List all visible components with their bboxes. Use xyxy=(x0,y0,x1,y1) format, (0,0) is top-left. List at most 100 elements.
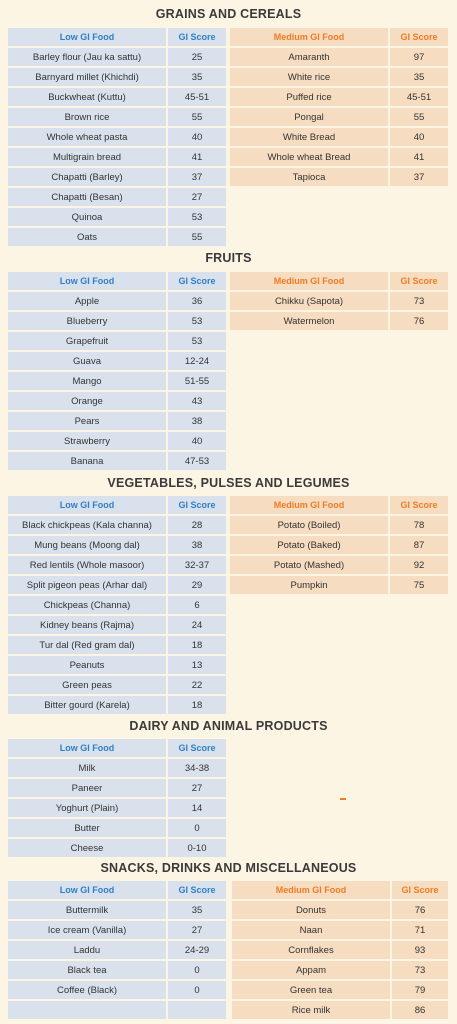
table-header-row: Low GI Food GI Score xyxy=(8,272,226,290)
food-name: Pears xyxy=(8,412,166,430)
fruits-low-gi-table: Low GI Food GI Score Apple 36 Blueberry 53 … xyxy=(8,270,226,472)
food-name: Cornflakes xyxy=(232,941,390,959)
table-row: Guava 12-24 xyxy=(8,352,226,370)
food-name: Quinoa xyxy=(8,208,166,226)
table-row: Milk 34-38 xyxy=(8,759,226,777)
table-row: White Bread 40 xyxy=(230,128,448,146)
table-row: Bitter gourd (Karela) 18 xyxy=(8,696,226,714)
table-row: Paneer 27 xyxy=(8,779,226,797)
column-header-score: GI Score xyxy=(166,496,226,514)
table-row: Amaranth 97 xyxy=(230,48,448,66)
table-row: Potato (Mashed) 92 xyxy=(230,556,448,574)
table-row: Buckwheat (Kuttu) 45-51 xyxy=(8,88,226,106)
gi-score: 34-38 xyxy=(166,759,226,777)
food-name xyxy=(8,1001,166,1019)
food-name: Black tea xyxy=(8,961,166,979)
food-name: Potato (Mashed) xyxy=(230,556,388,574)
gi-score: 12-24 xyxy=(166,352,226,370)
column-header-food: Low GI Food xyxy=(8,28,166,46)
gi-score: 18 xyxy=(166,696,226,714)
section-title-grains: GRAINS AND CEREALS xyxy=(155,7,302,21)
food-name: White Bread xyxy=(230,128,388,146)
food-name: Multigrain bread xyxy=(8,148,166,166)
gi-score: 55 xyxy=(166,228,226,246)
food-name: Blueberry xyxy=(8,312,166,330)
food-name: Potato (Baked) xyxy=(230,536,388,554)
gi-score: 53 xyxy=(166,332,226,350)
food-name: Barnyard millet (Khichdi) xyxy=(8,68,166,86)
table-row: Pears 38 xyxy=(8,412,226,430)
column-header-score: GI Score xyxy=(390,881,448,899)
food-name: Potato (Boiled) xyxy=(230,516,388,534)
table-row: Barley flour (Jau ka sattu) 25 xyxy=(8,48,226,66)
snacks-medium-gi-table: Medium GI Food GI Score Donuts 76 Naan 71 C… xyxy=(232,879,448,1021)
food-name: Butter xyxy=(8,819,166,837)
gi-score: 79 xyxy=(390,981,448,999)
food-name: Green peas xyxy=(8,676,166,694)
column-header-score: GI Score xyxy=(166,881,226,899)
section-title-fruits: FRUITS xyxy=(205,251,252,265)
gi-score: 92 xyxy=(388,556,448,574)
table-row: Black chickpeas (Kala channa) 28 xyxy=(8,516,226,534)
gi-score: 35 xyxy=(166,901,226,919)
food-name: Rice milk xyxy=(232,1001,390,1019)
table-row: Barnyard millet (Khichdi) 35 xyxy=(8,68,226,86)
table-row: Split pigeon peas (Arhar dal) 29 xyxy=(8,576,226,594)
gi-score: 22 xyxy=(166,676,226,694)
table-row: Tapioca 37 xyxy=(230,168,448,186)
gi-score: 24 xyxy=(166,616,226,634)
table-row: Potato (Baked) 87 xyxy=(230,536,448,554)
table-row: White rice 35 xyxy=(230,68,448,86)
section-title-dairy: DAIRY AND ANIMAL PRODUCTS xyxy=(129,719,328,733)
table-header-row: Low GI Food GI Score xyxy=(8,739,226,757)
dairy-low-gi-table: Low GI Food GI Score Milk 34-38 Paneer 27 Y… xyxy=(8,737,226,859)
gi-score: 40 xyxy=(166,432,226,450)
food-name: Red lentils (Whole masoor) xyxy=(8,556,166,574)
table-row: Appam 73 xyxy=(232,961,448,979)
food-name: Donuts xyxy=(232,901,390,919)
food-name: Cheese xyxy=(8,839,166,857)
food-name: Laddu xyxy=(8,941,166,959)
gi-score: 73 xyxy=(388,292,448,310)
gi-score: 37 xyxy=(166,168,226,186)
table-row: Green peas 22 xyxy=(8,676,226,694)
food-name: Chikku (Sapota) xyxy=(230,292,388,310)
section-title-snacks: SNACKS, DRINKS AND MISCELLANEOUS xyxy=(100,861,357,875)
gi-score: 73 xyxy=(390,961,448,979)
table-row: Laddu 24-29 xyxy=(8,941,226,959)
food-name: Tapioca xyxy=(230,168,388,186)
gi-score: 55 xyxy=(166,108,226,126)
gi-score: 76 xyxy=(388,312,448,330)
table-row: Yoghurt (Plain) 14 xyxy=(8,799,226,817)
table-header-row: Medium GI Food GI Score xyxy=(230,28,448,46)
column-header-score: GI Score xyxy=(388,496,448,514)
gi-score: 86 xyxy=(390,1001,448,1019)
food-name: Guava xyxy=(8,352,166,370)
column-header-food: Low GI Food xyxy=(8,272,166,290)
table-row: Strawberry 40 xyxy=(8,432,226,450)
table-header-row: Low GI Food GI Score xyxy=(8,496,226,514)
food-name: White rice xyxy=(230,68,388,86)
table-row: Cornflakes 93 xyxy=(232,941,448,959)
gi-score: 25 xyxy=(166,48,226,66)
food-name: Mango xyxy=(8,372,166,390)
table-row xyxy=(8,1001,226,1019)
table-header-row: Medium GI Food GI Score xyxy=(232,881,448,899)
gi-score: 37 xyxy=(388,168,448,186)
food-name: Whole wheat pasta xyxy=(8,128,166,146)
gi-score: 36 xyxy=(166,292,226,310)
gi-score: 75 xyxy=(388,576,448,594)
food-name: Banana xyxy=(8,452,166,470)
gi-score: 40 xyxy=(166,128,226,146)
column-header-food: Low GI Food xyxy=(8,881,166,899)
gi-score: 18 xyxy=(166,636,226,654)
section-title-vegetables: VEGETABLES, PULSES AND LEGUMES xyxy=(107,476,350,490)
vegetables-low-gi-table: Low GI Food GI Score Black chickpeas (Kal… xyxy=(8,494,226,716)
food-name: Split pigeon peas (Arhar dal) xyxy=(8,576,166,594)
table-row: Pongal 55 xyxy=(230,108,448,126)
gi-score: 53 xyxy=(166,312,226,330)
column-header-food: Low GI Food xyxy=(8,496,166,514)
food-name: Oats xyxy=(8,228,166,246)
decorative-dash xyxy=(340,798,346,800)
food-name: Buckwheat (Kuttu) xyxy=(8,88,166,106)
